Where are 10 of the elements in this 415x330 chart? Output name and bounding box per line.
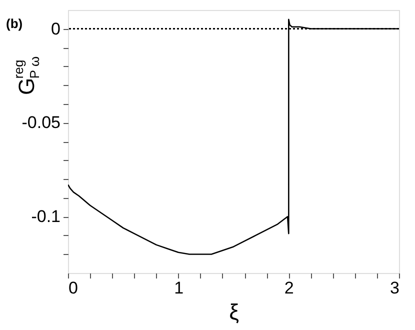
x-tick-label: 2 <box>284 278 294 298</box>
y-axis-title: GregP ω <box>11 56 42 95</box>
x-tick-label: 0 <box>68 278 78 298</box>
text: (b) <box>6 16 23 31</box>
x-tick-label: 3 <box>390 278 400 298</box>
x-axis-title: ξ <box>229 300 240 324</box>
y-tick-label: -0.05 <box>22 113 60 132</box>
y-tick-label: -0.1 <box>31 207 60 226</box>
x-tick-label: 1 <box>174 278 184 298</box>
y-tick-label: 0 <box>51 19 60 38</box>
